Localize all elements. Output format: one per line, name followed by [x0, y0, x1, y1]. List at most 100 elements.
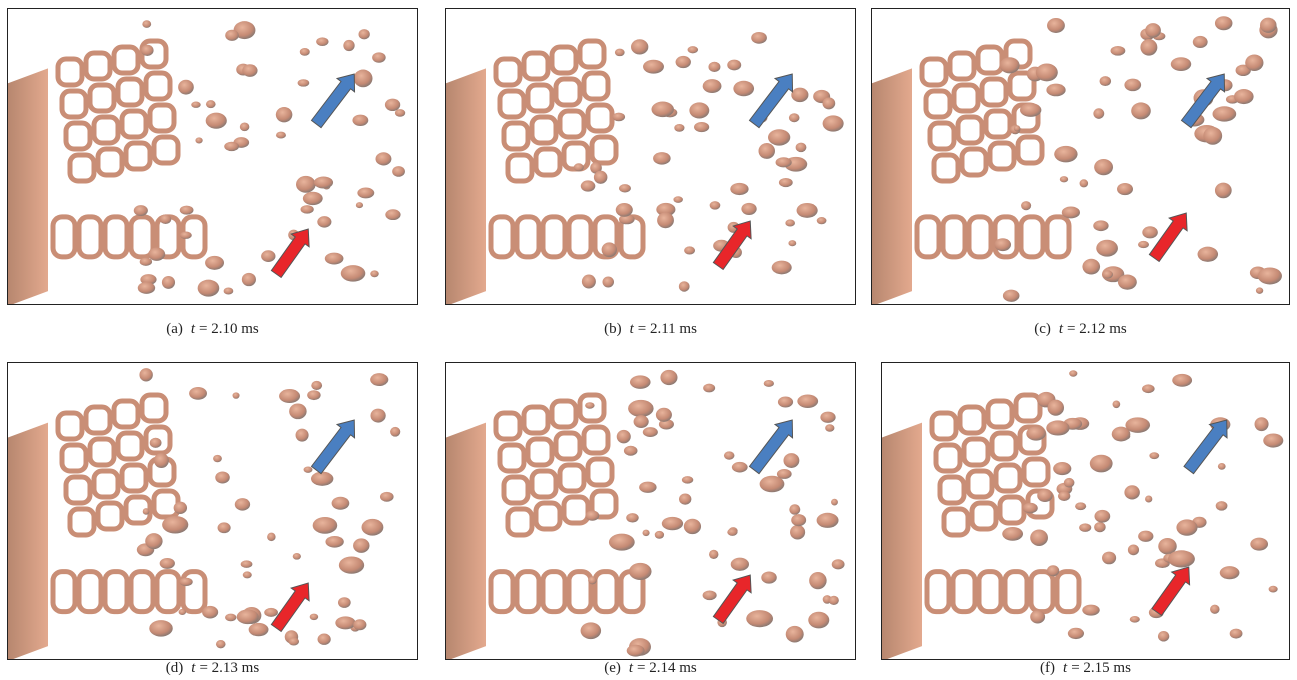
droplet [375, 152, 391, 165]
droplet [343, 40, 354, 51]
droplet [1213, 106, 1237, 121]
droplet [779, 178, 793, 187]
caption-value: = 2.10 ms [199, 321, 259, 337]
droplet [311, 472, 333, 486]
ligament-cell [98, 503, 122, 529]
ligament-cell [536, 503, 560, 529]
ligament-cell [508, 509, 532, 535]
caption-variable: t [1063, 660, 1067, 676]
caption: (c)t= 2.12 ms [871, 321, 1290, 338]
droplet [1062, 207, 1080, 219]
droplet [1140, 39, 1157, 56]
ligament-cell [86, 53, 110, 79]
droplet [1203, 127, 1222, 145]
ligament-cell [154, 491, 178, 517]
rendering [7, 8, 418, 305]
rendering [7, 362, 418, 660]
droplet [385, 209, 400, 220]
caption-value: = 2.11 ms [638, 321, 697, 337]
ligament-cell [62, 91, 86, 117]
droplet [293, 553, 301, 560]
droplet [616, 203, 633, 217]
droplet [276, 107, 293, 122]
ligament-cell [978, 47, 1002, 73]
ligament-cell [932, 413, 956, 439]
droplet [174, 502, 187, 514]
droplet [629, 563, 652, 580]
ligament-cell [491, 217, 513, 257]
droplet [791, 88, 808, 102]
ligament-cell [131, 572, 153, 612]
droplet [772, 261, 792, 275]
droplet [733, 81, 754, 96]
droplet [332, 497, 350, 510]
droplet [1075, 502, 1086, 510]
droplet [797, 394, 818, 407]
droplet [1138, 241, 1149, 248]
ligament-cell [142, 395, 166, 421]
ligament-cell [992, 433, 1016, 459]
ligament-cell [504, 477, 528, 503]
droplet [357, 187, 374, 198]
droplet [148, 247, 165, 260]
droplet [1093, 108, 1104, 119]
figure: (a)t= 2.10 ms(b)t= 2.11 ms(c)t= 2.12 ms(… [0, 0, 1297, 680]
droplet [581, 622, 602, 639]
ligament-cell [990, 143, 1014, 169]
ligament-cell [79, 217, 101, 257]
droplet [612, 113, 625, 122]
droplet [778, 397, 793, 408]
ligament-cell [79, 572, 101, 612]
droplet [160, 558, 175, 569]
ligament-cell [517, 572, 539, 612]
droplet [1111, 46, 1126, 56]
droplet [195, 137, 202, 143]
droplet [628, 400, 654, 417]
droplet [1198, 247, 1219, 262]
panel: (b)t= 2.11 ms [445, 8, 856, 305]
droplet [1131, 102, 1151, 119]
droplet [627, 645, 645, 657]
droplet [1047, 565, 1059, 576]
droplet [643, 427, 658, 437]
droplet [1234, 89, 1254, 104]
droplet [1094, 159, 1113, 175]
liquid-core [872, 68, 912, 305]
red-arrow [1152, 567, 1190, 615]
caption-variable: t [191, 660, 195, 676]
ligament-cell [1024, 459, 1048, 485]
droplet [206, 100, 216, 108]
droplet [751, 32, 767, 44]
ligament-cell [62, 445, 86, 471]
caption-value: = 2.14 ms [637, 660, 697, 676]
droplet [318, 634, 331, 645]
droplet [1171, 57, 1191, 71]
ligament-cell [930, 123, 954, 149]
caption-value: = 2.12 ms [1067, 321, 1127, 337]
droplet [619, 184, 631, 192]
droplet [594, 171, 608, 184]
caption-value: = 2.13 ms [199, 660, 259, 676]
panel: (e)t= 2.14 ms [445, 362, 856, 660]
droplet [307, 390, 320, 400]
ligament-cell [1016, 395, 1040, 421]
caption-value: = 2.15 ms [1071, 660, 1131, 676]
droplet [651, 102, 673, 118]
ligament-cell [588, 459, 612, 485]
droplet [143, 508, 150, 515]
ligament-cell [114, 47, 138, 73]
red-arrow [713, 575, 751, 623]
droplet [1021, 201, 1031, 210]
droplet [768, 129, 790, 145]
droplet [585, 402, 595, 409]
blue-arrow [749, 74, 792, 128]
ligament-cell [66, 477, 90, 503]
ligament-cell [988, 401, 1012, 427]
ligament-cell [496, 413, 520, 439]
ligament-cell [543, 572, 565, 612]
droplet [353, 619, 366, 630]
droplet [1069, 370, 1077, 376]
ligament-cell [996, 465, 1020, 491]
droplet [261, 250, 275, 262]
ligament-cell [154, 137, 178, 163]
